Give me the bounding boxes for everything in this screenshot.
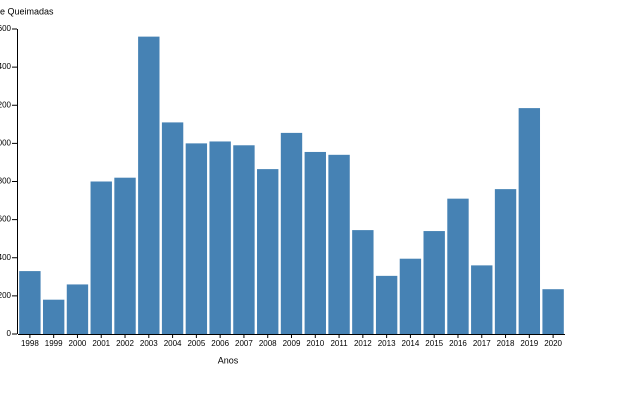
x-tick-label: 2003 bbox=[140, 339, 158, 348]
bar bbox=[161, 122, 184, 334]
y-tick-label: 0 bbox=[7, 329, 12, 338]
y-tick-label: 1600 bbox=[0, 24, 12, 33]
x-tick-label: 2019 bbox=[520, 339, 538, 348]
y-tick-label: 600 bbox=[0, 215, 12, 224]
x-tick-label: 2004 bbox=[164, 339, 182, 348]
bar bbox=[114, 177, 136, 334]
x-tick-label: 2008 bbox=[259, 339, 277, 348]
bar bbox=[518, 108, 541, 334]
bar bbox=[494, 189, 517, 334]
x-tick-label: 2020 bbox=[544, 339, 562, 348]
y-tick-label: 400 bbox=[0, 253, 12, 262]
bar bbox=[90, 181, 112, 334]
bar bbox=[328, 154, 350, 334]
bar bbox=[304, 151, 326, 334]
bar bbox=[138, 36, 160, 334]
bar bbox=[352, 230, 374, 334]
x-tick-label: 2012 bbox=[354, 339, 372, 348]
bar bbox=[66, 284, 89, 334]
bar bbox=[209, 141, 231, 334]
x-tick-label: 2005 bbox=[187, 339, 205, 348]
x-tick-label: 2010 bbox=[306, 339, 324, 348]
bar bbox=[399, 258, 422, 334]
bar bbox=[471, 265, 493, 334]
x-axis-label: Anos bbox=[218, 355, 239, 365]
x-tick-label: 2002 bbox=[116, 339, 134, 348]
x-tick-label: 1998 bbox=[21, 339, 39, 348]
x-tick-label: 2001 bbox=[92, 339, 110, 348]
bar bbox=[542, 289, 564, 334]
chart-title: e Queimadas bbox=[0, 6, 54, 16]
x-tick-label: 2017 bbox=[473, 339, 491, 348]
x-tick-label: 2011 bbox=[330, 339, 348, 348]
x-tick-label: 2015 bbox=[425, 339, 443, 348]
bar bbox=[19, 271, 41, 334]
bar bbox=[447, 198, 469, 334]
x-tick-label: 2006 bbox=[211, 339, 229, 348]
x-tick-label: 2018 bbox=[497, 339, 515, 348]
x-tick-label: 1999 bbox=[45, 339, 63, 348]
x-tick-label: 2009 bbox=[283, 339, 301, 348]
x-tick-label: 2016 bbox=[449, 339, 467, 348]
y-tick-label: 1400 bbox=[0, 62, 12, 71]
bar bbox=[257, 169, 279, 334]
x-tick-label: 2014 bbox=[402, 339, 420, 348]
y-tick-label: 800 bbox=[0, 177, 12, 186]
x-tick-label: 2000 bbox=[69, 339, 87, 348]
bar bbox=[423, 231, 445, 334]
x-tick-label: 2007 bbox=[235, 339, 253, 348]
bar bbox=[185, 143, 208, 334]
x-tick-label: 2013 bbox=[378, 339, 396, 348]
y-tick-label: 200 bbox=[0, 291, 12, 300]
bar bbox=[280, 132, 303, 334]
bar bbox=[42, 299, 65, 334]
bar bbox=[233, 145, 255, 334]
bar bbox=[375, 275, 398, 334]
y-tick-label: 1000 bbox=[0, 138, 12, 147]
